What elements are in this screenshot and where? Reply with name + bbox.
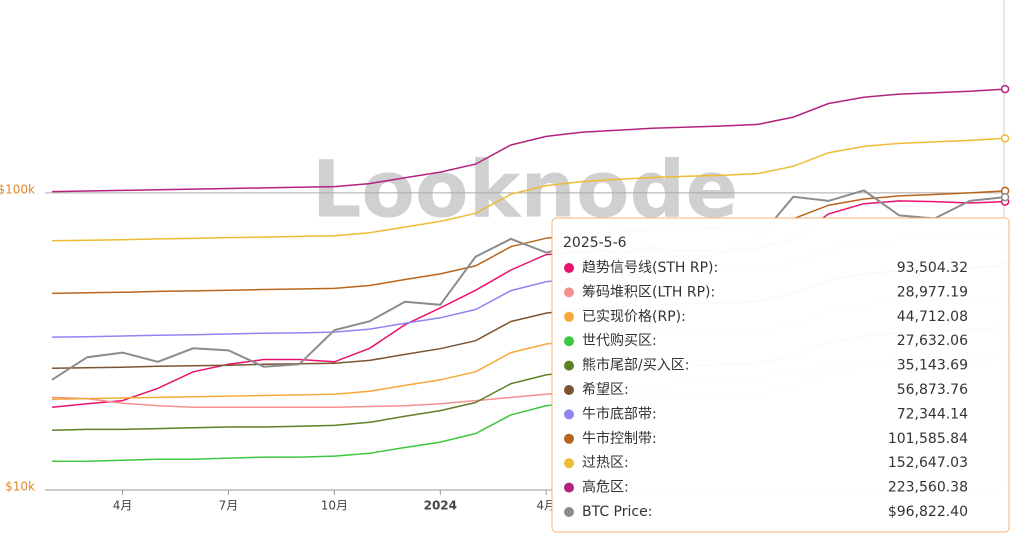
tooltip-name: 过热区:	[582, 455, 629, 471]
series-line	[51, 189, 1006, 381]
tooltip-name: 牛市控制带:	[582, 430, 657, 447]
tooltip-value: 152,647.03	[888, 455, 968, 471]
tooltip-value: 44,712.08	[897, 309, 968, 325]
tooltip-marker	[564, 311, 574, 322]
tooltip-marker	[564, 360, 574, 371]
tooltip-name: BTC Price:	[582, 504, 652, 520]
tooltip-value: 223,560.38	[888, 480, 968, 496]
tooltip-name: 趋势信号线(STH RP):	[582, 260, 718, 276]
tooltip-value: 27,632.06	[897, 333, 968, 349]
series-line	[51, 200, 1006, 408]
y-tick-label: $100k	[0, 182, 35, 196]
tooltip-value: $96,822.40	[888, 504, 968, 520]
tooltip-box	[551, 217, 1010, 533]
tooltip-name: 已实现价格(RP):	[582, 309, 686, 325]
tooltip-value: 28,977.19	[897, 284, 968, 300]
tooltip-marker	[564, 336, 574, 347]
tooltip-value: 93,504.32	[897, 260, 968, 276]
tooltip-value: 35,143.69	[897, 358, 968, 374]
series-line	[51, 137, 1006, 242]
tooltip-name: 牛市底部带:	[582, 405, 657, 422]
x-tick-label: 2024	[424, 499, 457, 513]
tooltip-value: 101,585.84	[888, 431, 968, 447]
tooltip-name: 熊市尾部/买入区:	[582, 357, 689, 374]
tooltip-name: 筹码堆积区(LTH RP):	[582, 283, 715, 300]
tooltip-marker	[564, 409, 574, 420]
tooltip-name: 高危区:	[582, 479, 629, 496]
tooltip-title: 2025-5-6	[563, 235, 627, 251]
end-point	[1000, 84, 1010, 94]
x-tick-label: 4月	[536, 499, 556, 513]
x-tick-label: 10月	[321, 499, 348, 513]
tooltip-value: 56,873.76	[897, 382, 968, 398]
tooltip-marker	[564, 385, 574, 395]
tooltip-marker	[564, 263, 574, 273]
y-tick-label: $10k	[5, 480, 35, 494]
tooltip-marker	[564, 287, 574, 298]
x-tick-label: 4月	[113, 499, 133, 513]
tooltip-value: 72,344.14	[897, 406, 968, 422]
series-line	[51, 190, 1006, 295]
tooltip-name: 希望区:	[582, 382, 629, 398]
end-point	[1000, 134, 1010, 143]
end-point	[1000, 192, 1010, 202]
tooltip-name: 世代购买区:	[582, 333, 657, 349]
tooltip-marker	[564, 433, 574, 444]
tooltip-marker	[564, 507, 574, 517]
x-tick-label: 7月	[219, 499, 239, 513]
tooltip-marker	[564, 482, 574, 493]
tooltip-marker	[564, 458, 574, 469]
series-line	[51, 88, 1006, 193]
